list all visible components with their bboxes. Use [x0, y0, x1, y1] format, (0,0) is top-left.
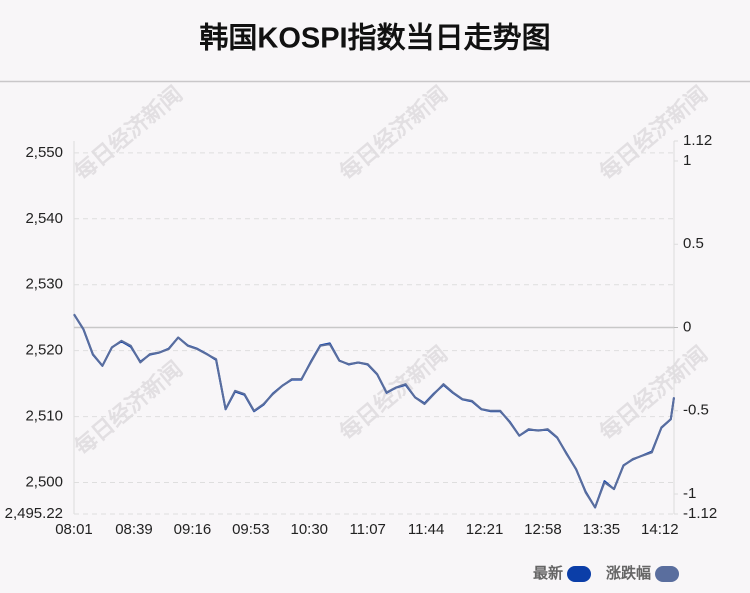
x-tick-label: 09:53: [232, 521, 270, 538]
y-tick-label: 2,510: [25, 408, 63, 425]
x-tick-label: 11:44: [408, 521, 444, 538]
legend-label: 涨跌幅: [606, 564, 651, 582]
y-tick-label: 2,520: [25, 342, 63, 359]
y-tick-label: 2,500: [25, 473, 63, 490]
y-tick-label: 2,540: [25, 210, 63, 227]
x-tick-label: 10:30: [290, 521, 328, 538]
series-line: [73, 313, 675, 509]
legend-label: 最新: [533, 564, 563, 582]
x-tick-label: 14:12: [641, 521, 679, 538]
y2-tick-label: -0.5: [683, 402, 709, 419]
y-tick-label: 2,495.22: [5, 505, 63, 522]
y2-tick-label: 0.5: [683, 235, 704, 252]
x-tick-label: 12:58: [524, 521, 562, 538]
x-tick-label: 13:35: [583, 521, 621, 538]
y-tick-label: 2,530: [25, 276, 63, 293]
chart-title: 韩国KOSPI指数当日走势图: [199, 22, 550, 55]
x-tick-label: 08:39: [115, 521, 153, 538]
y2-tick-label: -1.12: [683, 505, 717, 522]
legend-swatch: [655, 566, 680, 582]
x-tick-label: 09:16: [174, 521, 212, 538]
x-tick-label: 08:01: [55, 521, 93, 538]
x-tick-label: 12:21: [466, 521, 504, 538]
y2-tick-label: -1: [683, 485, 696, 502]
x-tick-label: 11:07: [349, 521, 385, 538]
y2-tick-label: 1.12: [683, 132, 712, 149]
y-tick-label: 2,550: [25, 144, 63, 161]
y2-tick-label: 1: [683, 152, 691, 169]
y2-tick-label: 0: [683, 318, 691, 335]
legend-swatch: [567, 566, 592, 582]
